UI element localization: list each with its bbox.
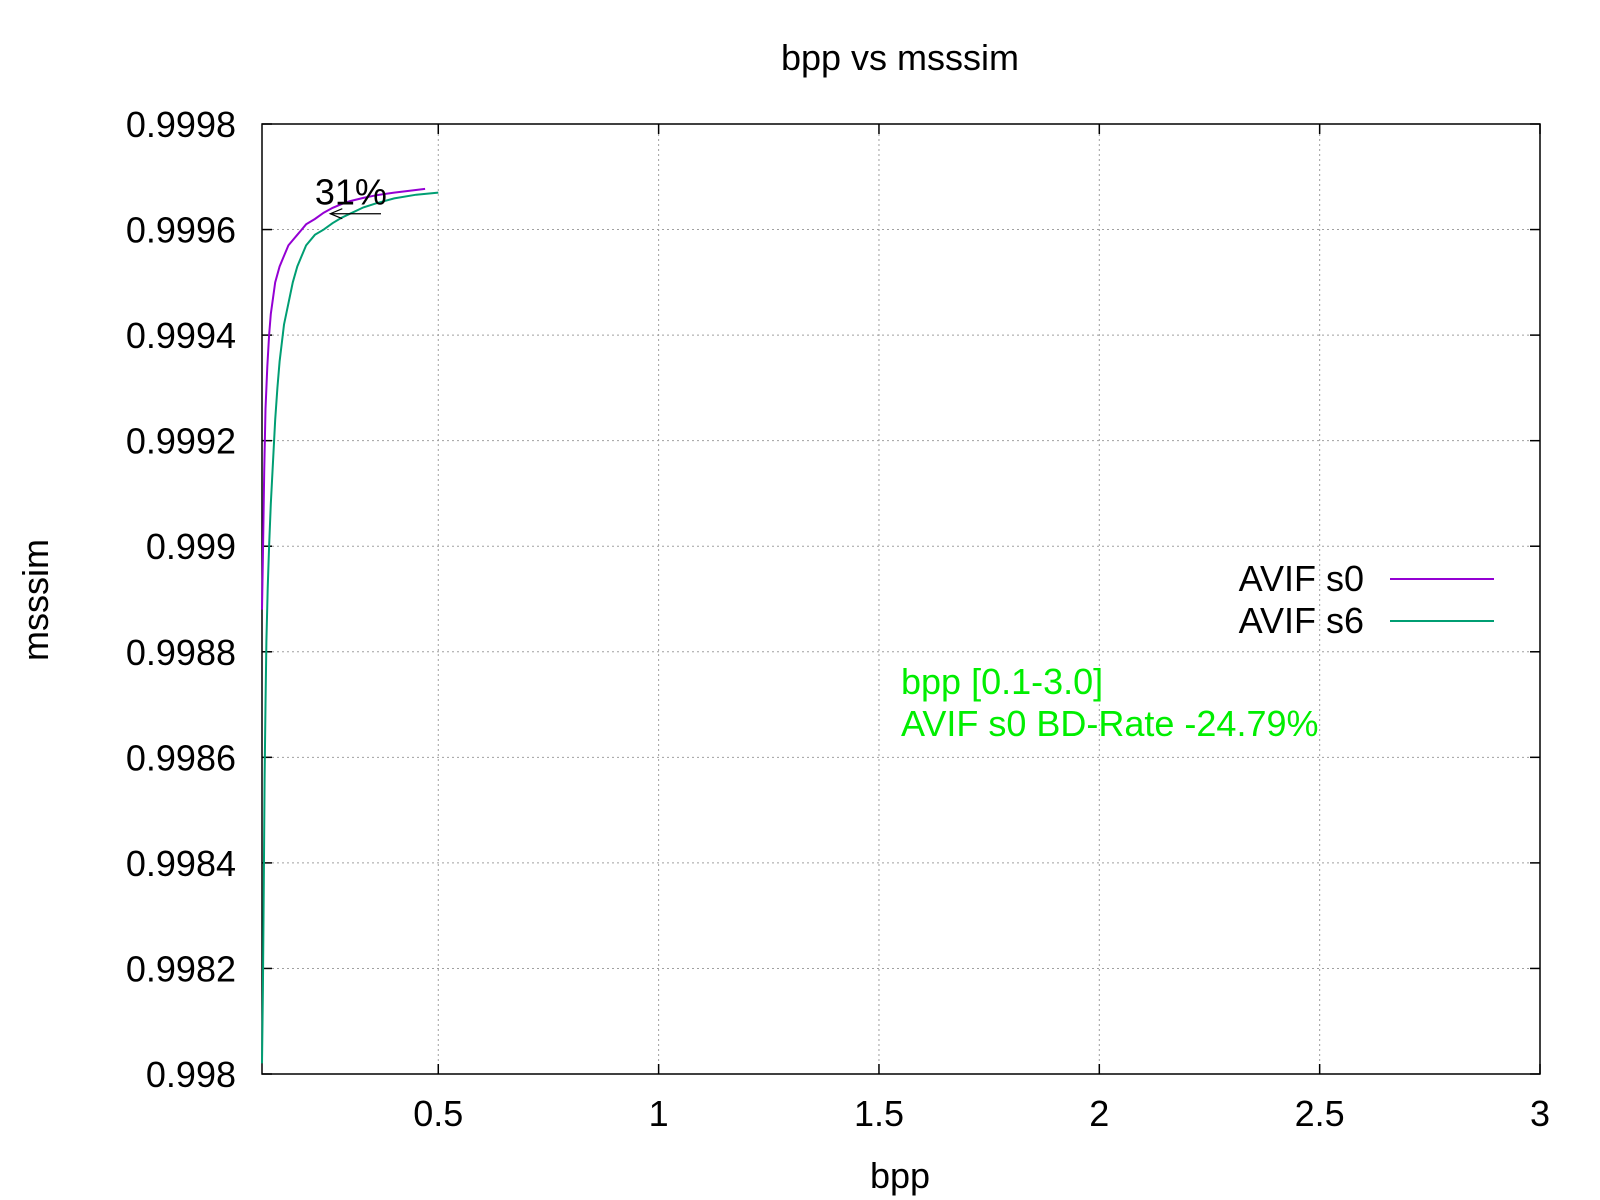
y-tick-label: 0.9994	[126, 315, 236, 356]
x-axis: 0.5 1 1.5 2 2.5 3	[413, 124, 1550, 1134]
x-tick-label: 3	[1530, 1093, 1550, 1134]
chart-title: bpp vs msssim	[781, 37, 1019, 78]
y-tick-label: 0.9984	[126, 843, 236, 884]
annotations: 31%	[315, 172, 387, 220]
series-line-1	[261, 187, 426, 610]
x-tick-label: 2.5	[1295, 1093, 1345, 1134]
y-tick-label: 0.9982	[126, 948, 236, 989]
bd-rate-note: bpp [0.1-3.0]AVIF s0 BD-Rate -24.79%	[901, 661, 1319, 744]
plot-frame	[261, 123, 1541, 1075]
annotation-label: 31%	[315, 172, 387, 213]
y-axis-label: msssim	[15, 539, 56, 661]
y-tick-label: 0.9998	[126, 104, 236, 145]
note-line: bpp [0.1-3.0]	[901, 661, 1103, 702]
y-axis: 0.998 0.9982 0.9984 0.9986 0.9988 0.999 0.9992…	[126, 104, 1540, 1095]
legend-label: AVIF s0	[1239, 558, 1364, 599]
x-tick-label: 0.5	[413, 1093, 463, 1134]
x-tick-label: 2	[1089, 1093, 1109, 1134]
x-tick-label: 1.5	[854, 1093, 904, 1134]
annotation-arrowhead	[328, 208, 343, 220]
y-tick-label: 0.9992	[126, 421, 236, 462]
series-line-2	[261, 191, 439, 1064]
legend-label: AVIF s6	[1239, 600, 1364, 641]
y-tick-label: 0.9986	[126, 737, 236, 778]
y-tick-label: 0.999	[146, 526, 236, 567]
y-tick-label: 0.998	[146, 1054, 236, 1095]
series-group	[261, 187, 439, 1064]
grid-lines	[262, 124, 1540, 1074]
note-line: AVIF s0 BD-Rate -24.79%	[901, 703, 1319, 744]
x-axis-label: bpp	[870, 1155, 930, 1196]
x-tick-label: 1	[649, 1093, 669, 1134]
y-tick-label: 0.9996	[126, 210, 236, 251]
y-tick-label: 0.9988	[126, 632, 236, 673]
